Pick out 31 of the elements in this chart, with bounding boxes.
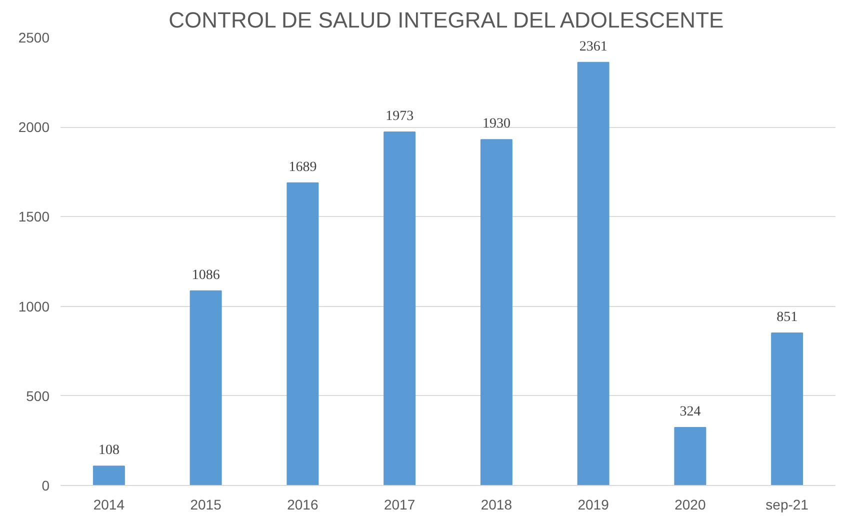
data-label: 851 xyxy=(776,310,798,325)
x-tick-label: 2019 xyxy=(578,496,610,512)
bar xyxy=(384,131,416,486)
data-label: 1689 xyxy=(288,160,317,175)
bar xyxy=(92,466,125,486)
chart-title: CONTROL DE SALUD INTEGRAL DEL ADOLESCENTE xyxy=(168,8,724,32)
bar xyxy=(190,290,222,486)
data-label: 2361 xyxy=(579,39,608,54)
data-label: 108 xyxy=(98,443,120,458)
y-tick-label: 1000 xyxy=(18,298,50,314)
y-tick-label: 1500 xyxy=(18,208,50,225)
data-label: 1930 xyxy=(482,116,510,132)
x-tick-label: 2016 xyxy=(287,496,318,512)
x-tick-label: 2015 xyxy=(190,496,222,512)
data-label: 324 xyxy=(680,404,701,420)
bar xyxy=(771,332,804,486)
y-tick-label: 2500 xyxy=(18,30,50,46)
y-tick-label: 0 xyxy=(42,478,50,494)
bar xyxy=(286,182,319,486)
bar xyxy=(577,62,610,486)
x-tick-label: sep-21 xyxy=(766,496,809,512)
y-tick-label: 500 xyxy=(26,388,50,404)
bar xyxy=(674,426,706,486)
data-label: 1973 xyxy=(386,108,414,124)
bar xyxy=(480,139,512,486)
x-tick-label: 2020 xyxy=(674,496,706,512)
x-tick-label: 2018 xyxy=(480,496,512,512)
x-tick-label: 2017 xyxy=(384,496,416,512)
y-tick-label: 2000 xyxy=(18,119,50,136)
x-tick-label: 2014 xyxy=(93,496,125,512)
data-label: 1086 xyxy=(192,268,220,283)
